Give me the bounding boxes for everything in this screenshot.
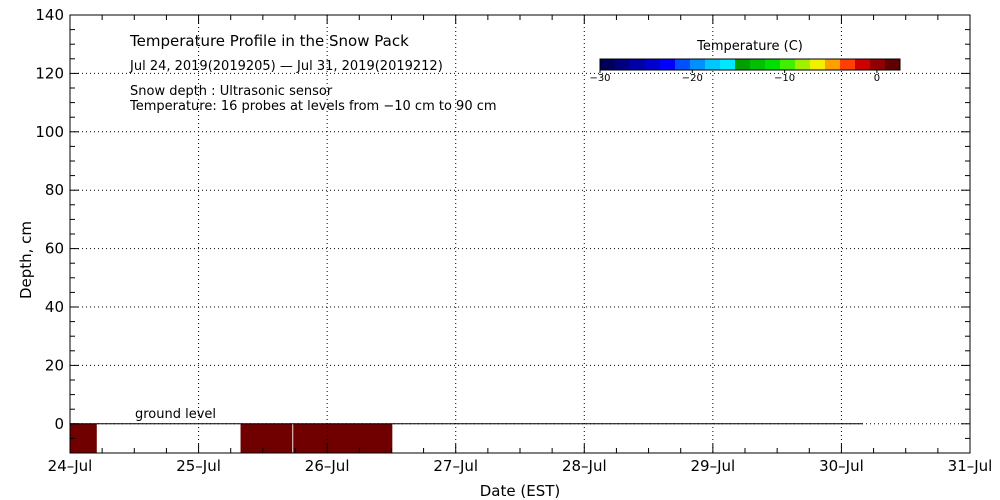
note-temperature: Temperature: 16 probes at levels from −1… xyxy=(129,99,497,114)
colorbar-swatch xyxy=(795,59,811,70)
colorbar-swatch xyxy=(600,59,616,70)
colorbar-swatch xyxy=(675,59,691,70)
colorbar-swatch xyxy=(840,59,856,70)
colorbar-swatch xyxy=(705,59,721,70)
colorbar-swatch xyxy=(630,59,646,70)
x-axis-title: Date (EST) xyxy=(480,482,561,500)
x-tick-label: 24–Jul xyxy=(48,457,93,475)
x-tick-label: 25–Jul xyxy=(176,457,221,475)
axis-tick-labels: 24–Jul 25–Jul 26–Jul 27–Jul 28–Jul 29–Jul 30–J… xyxy=(35,6,992,475)
colorbar-swatch xyxy=(645,59,661,70)
colorbar-frame xyxy=(599,58,901,71)
chart-title: Temperature Profile in the Snow Pack xyxy=(129,32,409,50)
y-tick-label: 60 xyxy=(45,240,64,258)
grid-lines xyxy=(70,15,970,453)
x-tick-label: 28–Jul xyxy=(562,457,607,475)
colorbar-swatch xyxy=(615,59,631,70)
x-tick-label: 31–Jul xyxy=(948,457,993,475)
axis-ticks xyxy=(69,14,971,454)
colorbar-swatch xyxy=(735,59,751,70)
colorbar-swatch xyxy=(720,59,736,70)
y-tick-label: 120 xyxy=(35,64,64,82)
colorbar-swatch xyxy=(870,59,886,70)
colorbar-tick-label: 0 xyxy=(874,73,880,84)
ground-level: ground level xyxy=(70,407,863,425)
y-tick-label: 0 xyxy=(54,415,64,433)
plot-frame xyxy=(69,14,971,454)
colorbar-tick-label: −30 xyxy=(589,73,610,84)
y-tick-label: 140 xyxy=(35,6,64,24)
colorbar-swatch xyxy=(765,59,781,70)
heatmap-cells xyxy=(70,423,393,453)
y-tick-label: 40 xyxy=(45,298,64,316)
chart-subtitle: Jul 24, 2019(2019205) — Jul 31, 2019(201… xyxy=(129,59,443,74)
y-tick-label: 100 xyxy=(35,123,64,141)
colorbar-title: Temperature (C) xyxy=(696,39,803,54)
ground-level-label: ground level xyxy=(135,407,216,422)
note-snow-depth: Snow depth : Ultrasonic sensor xyxy=(130,84,333,99)
y-tick-label: 20 xyxy=(45,356,64,374)
y-axis-title: Depth, cm xyxy=(17,221,35,299)
colorbar-swatch xyxy=(855,59,871,70)
colorbar-swatch xyxy=(810,59,826,70)
colorbar-tick-label: −10 xyxy=(774,73,795,84)
colorbar-tick-label: −20 xyxy=(682,73,703,84)
colorbar-swatch xyxy=(750,59,766,70)
y-tick-label: 80 xyxy=(45,181,64,199)
x-tick-label: 30–Jul xyxy=(819,457,864,475)
x-tick-label: 27–Jul xyxy=(433,457,478,475)
heatmap-cell xyxy=(240,423,293,453)
colorbar-swatch xyxy=(660,59,676,70)
colorbar-swatch xyxy=(690,59,706,70)
x-tick-label: 26–Jul xyxy=(305,457,350,475)
colorbar-swatch xyxy=(885,59,901,70)
colorbar-swatch xyxy=(825,59,841,70)
colorbar: −30 −20 −10 0 xyxy=(589,58,901,84)
colorbar-swatch xyxy=(780,59,796,70)
heatmap-cell xyxy=(293,423,393,453)
x-tick-label: 29–Jul xyxy=(691,457,736,475)
